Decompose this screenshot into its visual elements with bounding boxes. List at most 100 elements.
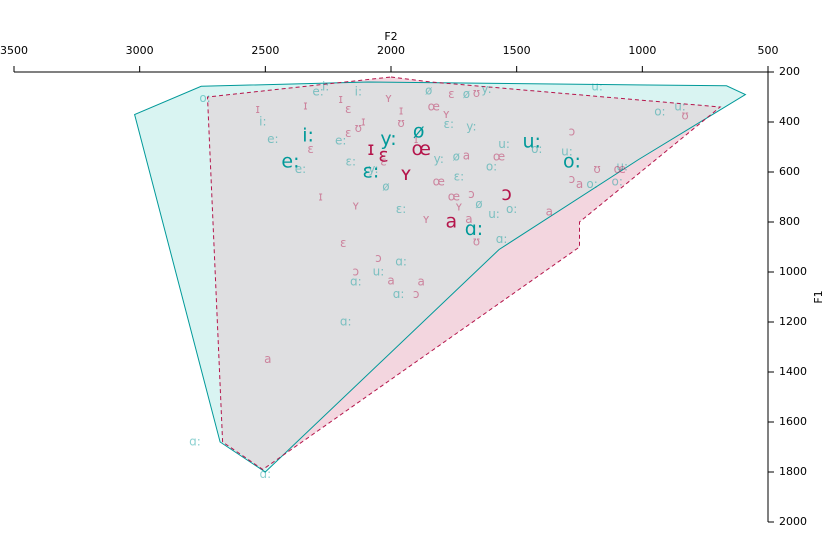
x-tick-label: 3500	[0, 44, 28, 57]
teal-token: y:	[466, 120, 476, 134]
y-tick-label: 1400	[779, 365, 807, 378]
teal-token: o:	[612, 175, 623, 189]
teal-token: ɛ:	[346, 155, 357, 169]
teal-mean-label: o:	[563, 151, 581, 173]
teal-token: o:	[486, 160, 497, 174]
teal-mean-label: y:	[380, 128, 396, 150]
crimson-token: œ	[428, 100, 440, 114]
teal-token: ɛ:	[444, 117, 455, 131]
x-tick-label: 2000	[377, 44, 405, 57]
teal-token: ø	[425, 83, 432, 97]
crimson-mean-label: œ	[411, 138, 430, 160]
teal-token: i:	[259, 115, 266, 129]
crimson-token: a	[463, 148, 470, 162]
crimson-token: a	[546, 205, 553, 219]
crimson-mean-label: ɛ	[378, 144, 388, 166]
crimson-token: a	[576, 177, 583, 191]
crimson-token: œ	[433, 175, 445, 189]
teal-token: o:	[531, 142, 542, 156]
crimson-token: ɛ	[448, 87, 455, 101]
teal-token: y:	[481, 82, 491, 96]
x-tick-label: 500	[758, 44, 779, 57]
crimson-token: ʊ	[681, 108, 688, 122]
crimson-token: ʏ	[352, 198, 359, 212]
teal-token: i:	[355, 85, 362, 99]
teal-token: i:	[322, 80, 329, 94]
x-tick-label: 3000	[126, 44, 154, 57]
crimson-token: ɔ	[375, 251, 382, 265]
teal-token: u:	[674, 100, 686, 114]
crimson-token: ɔ	[468, 187, 475, 201]
y-tick-label: 2000	[779, 515, 807, 528]
teal-token: ø	[463, 87, 470, 101]
hull-layer	[134, 76, 747, 473]
y-axis: F1 200 400 600 800 1000 1200 1400 1600 1800 2000	[767, 65, 825, 528]
teal-mean-label: ɑ:	[465, 218, 483, 240]
crimson-token: ɪ	[414, 132, 418, 146]
crimson-token: œ	[448, 190, 460, 204]
teal-mean-label: ø	[413, 121, 425, 143]
teal-token: e:	[295, 162, 306, 176]
y-tick-label: 200	[779, 65, 800, 78]
teal-token: ɑ:	[189, 435, 201, 449]
teal-token: y:	[368, 162, 378, 176]
teal-token: u:	[373, 265, 385, 279]
crimson-token: œ	[614, 162, 626, 176]
teal-token: ɑ:	[259, 467, 271, 481]
crimson-token: ʏ	[385, 91, 392, 105]
teal-token: o:	[654, 105, 665, 119]
y-axis-title: F1	[812, 290, 825, 303]
crimson-token: ɔ	[569, 125, 576, 139]
crimson-token: ɛ	[307, 142, 314, 156]
teal-token: ɛ:	[396, 202, 407, 216]
crimson-mean-label: ɔ	[501, 183, 511, 205]
teal-token: ø	[453, 150, 460, 164]
teal-token: o:	[506, 202, 517, 216]
crimson-token: ɪ	[318, 190, 322, 204]
teal-token: u:	[616, 160, 628, 174]
teal-token: ø	[382, 180, 389, 194]
token-layer: i:e:e:e:ɛ:i:i:y:øɛ:øy: øy:ɛ:øu:ɑ:o:u: o: u:…	[189, 80, 689, 482]
teal-token: u:	[561, 145, 573, 159]
teal-token: u:	[498, 137, 510, 151]
crimson-token: ʊ	[473, 235, 480, 249]
crimson-token: ɔ	[569, 172, 576, 186]
crimson-token: ɔ	[353, 265, 360, 279]
crimson-token: ʏ	[455, 200, 462, 214]
teal-token: ɑ:	[350, 275, 362, 289]
teal-token: o:	[586, 177, 597, 191]
crimson-token: a	[417, 275, 424, 289]
crimson-token: ɪ	[303, 98, 307, 112]
crimson-token: ɪ	[338, 92, 342, 106]
teal-token: ɑ:	[395, 255, 407, 269]
crimson-token: ɛ	[340, 236, 347, 250]
y-tick-label: 1600	[779, 415, 807, 428]
crimson-mean-label: a	[445, 211, 457, 233]
crimson-token: ɪ	[361, 115, 365, 129]
y-tick-label: 600	[779, 165, 800, 178]
y-tick-label: 1200	[779, 315, 807, 328]
hull-overlap	[207, 82, 721, 470]
teal-token: y:	[434, 152, 444, 166]
crimson-token: ʊ	[473, 86, 480, 100]
crimson-token: ɛ	[345, 102, 352, 116]
x-tick-label: 1000	[628, 44, 656, 57]
teal-token: e:	[312, 85, 323, 99]
teal-token: e:	[335, 133, 346, 147]
x-axis: F2 3500 3000 2500 2000 1500 1000 500	[0, 30, 779, 73]
teal-token: ɑ:	[496, 232, 508, 246]
x-tick-label: 2500	[251, 44, 279, 57]
y-tick-label: 1000	[779, 265, 807, 278]
teal-token: u:	[591, 80, 603, 94]
crimson-token: ʊ	[355, 121, 362, 135]
teal-mean-label: u:	[523, 131, 541, 153]
x-axis-title: F2	[384, 30, 397, 43]
teal-mean-label: e:	[281, 151, 299, 173]
y-tick-label: 800	[779, 215, 800, 228]
teal-token: u:	[488, 207, 500, 221]
teal-hull-outline	[134, 81, 747, 473]
crimson-token: ɛ	[380, 155, 387, 169]
crimson-token: ɪ	[256, 102, 260, 116]
